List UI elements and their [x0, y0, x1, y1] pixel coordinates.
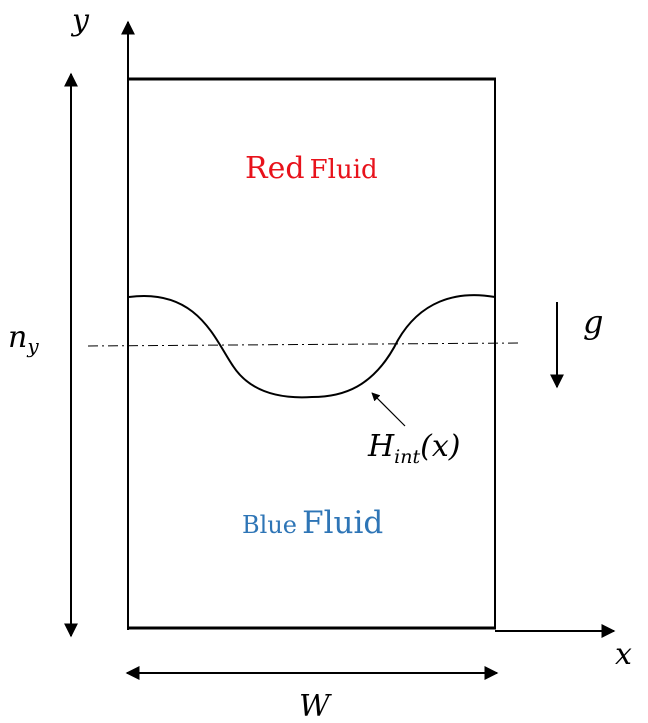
height-label-main: n: [8, 320, 28, 355]
red-fluid-word2: Fluid: [309, 155, 378, 185]
interface-label: Hint(x): [368, 432, 460, 467]
interface-curve: [128, 294, 496, 399]
gravity-label: g: [583, 303, 604, 341]
interface-pointer-arrow: [371, 392, 406, 427]
y-axis-label: y: [72, 3, 89, 38]
height-label: ny: [8, 320, 39, 358]
mean-level-line: [87, 342, 521, 347]
interface-label-main: H: [368, 429, 395, 464]
red-fluid-word1: Red: [245, 151, 305, 186]
height-label-sub: y: [27, 334, 39, 358]
x-axis-label: x: [615, 637, 632, 672]
blue-fluid-word2: Fluid: [302, 505, 384, 541]
width-label: W: [299, 689, 330, 723]
red-fluid-label: Red Fluid: [245, 154, 378, 184]
blue-fluid-label: Blue Fluid: [242, 508, 383, 539]
interface-label-sub: int: [394, 446, 421, 468]
interface-label-arg: (x): [420, 429, 461, 464]
blue-fluid-word1: Blue: [242, 511, 297, 539]
